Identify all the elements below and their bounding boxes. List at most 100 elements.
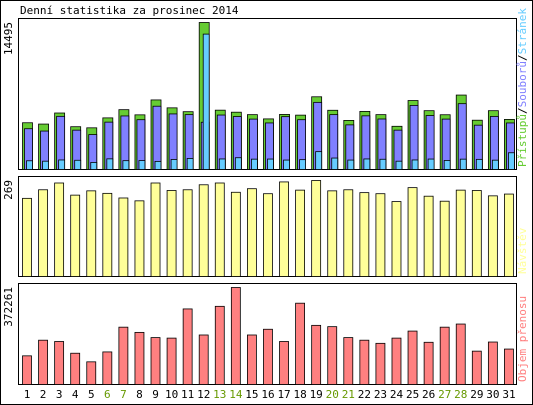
bar-visits-day-22 xyxy=(359,192,370,277)
x-tick-label-day-7: 7 xyxy=(120,388,127,401)
bar-pages-day-23 xyxy=(379,158,387,170)
bar-pages-day-9 xyxy=(154,160,162,170)
bar-pages-day-30 xyxy=(491,159,499,170)
bar-kbytes-day-17 xyxy=(279,341,289,385)
bar-visits-day-3 xyxy=(54,182,65,277)
x-tick-label-day-4: 4 xyxy=(72,388,79,401)
bar-pages-day-24 xyxy=(395,160,403,170)
bar-kbytes-day-2 xyxy=(38,339,48,385)
bar-kbytes-day-30 xyxy=(487,341,498,385)
bar-kbytes-day-4 xyxy=(70,352,81,385)
bar-visits-day-25 xyxy=(407,187,418,277)
x-tick-label-day-27: 27 xyxy=(438,388,451,401)
x-tick-label-day-20: 20 xyxy=(326,388,339,401)
bar-kbytes-day-8 xyxy=(134,331,145,385)
bar-pages-day-31 xyxy=(508,152,515,170)
bar-visits-day-31 xyxy=(504,193,514,277)
x-tick-label-day-2: 2 xyxy=(40,388,47,401)
bar-kbytes-day-27 xyxy=(439,326,450,385)
bar-pages-day-12 xyxy=(202,33,210,170)
bar-kbytes-day-15 xyxy=(247,334,257,385)
bar-kbytes-day-19 xyxy=(311,324,322,385)
x-tick-label-day-31: 31 xyxy=(502,388,515,401)
bar-pages-day-28 xyxy=(459,158,467,170)
bar-pages-day-26 xyxy=(427,158,435,170)
bar-pages-day-21 xyxy=(347,159,355,170)
bar-kbytes-day-14 xyxy=(230,287,241,385)
x-tick-label-day-6: 6 xyxy=(104,388,111,401)
bar-pages-day-19 xyxy=(315,151,323,170)
bar-kbytes-day-21 xyxy=(343,337,354,385)
bar-pages-day-13 xyxy=(218,158,226,170)
x-tick-label-day-9: 9 xyxy=(152,388,159,401)
bar-pages-day-5 xyxy=(90,162,98,170)
bar-kbytes-day-16 xyxy=(263,328,273,385)
bar-pages-day-25 xyxy=(411,159,419,170)
bar-visits-day-13 xyxy=(214,182,225,277)
bar-pages-day-27 xyxy=(443,160,451,170)
bar-visits-day-18 xyxy=(295,189,305,277)
bar-visits-day-11 xyxy=(182,189,193,277)
bar-kbytes-day-22 xyxy=(359,339,370,385)
bar-kbytes-day-12 xyxy=(198,334,209,385)
bar-visits-day-4 xyxy=(70,194,81,277)
x-tick-label-day-3: 3 xyxy=(56,388,63,401)
bar-visits-day-1 xyxy=(22,197,32,277)
x-tick-label-day-5: 5 xyxy=(88,388,95,401)
x-tick-label-day-16: 16 xyxy=(261,388,274,401)
bar-visits-day-27 xyxy=(439,200,450,277)
bar-visits-day-28 xyxy=(455,189,466,277)
x-tick-label-day-26: 26 xyxy=(422,388,435,401)
bar-kbytes-day-31 xyxy=(504,348,514,385)
bar-visits-day-12 xyxy=(198,184,209,277)
bar-kbytes-day-29 xyxy=(471,350,482,385)
bar-pages-day-7 xyxy=(122,160,130,170)
bar-visits-day-26 xyxy=(423,195,434,277)
bar-visits-day-2 xyxy=(38,189,48,277)
bar-pages-day-17 xyxy=(283,159,290,170)
bar-pages-day-22 xyxy=(363,158,371,170)
x-tick-label-day-15: 15 xyxy=(245,388,258,401)
bar-kbytes-day-23 xyxy=(375,342,386,385)
bar-visits-day-5 xyxy=(86,190,97,277)
bar-pages-day-20 xyxy=(331,157,339,170)
x-tick-label-day-17: 17 xyxy=(277,388,290,401)
bar-pages-day-3 xyxy=(58,159,66,170)
x-tick-label-day-28: 28 xyxy=(454,388,467,401)
bar-files-day-9 xyxy=(152,105,162,170)
x-tick-label-day-21: 21 xyxy=(342,388,355,401)
x-tick-label-day-12: 12 xyxy=(197,388,210,401)
bar-kbytes-day-13 xyxy=(214,305,225,385)
ymax-label-middle: 269 xyxy=(2,180,15,200)
bar-kbytes-day-9 xyxy=(150,337,161,385)
bar-pages-day-2 xyxy=(42,160,49,170)
bar-pages-day-16 xyxy=(267,158,274,170)
x-tick-label-day-23: 23 xyxy=(374,388,387,401)
bar-kbytes-day-10 xyxy=(166,337,177,385)
bar-kbytes-day-20 xyxy=(327,326,338,385)
bar-visits-day-19 xyxy=(311,180,322,277)
x-tick-label-day-29: 29 xyxy=(470,388,483,401)
bar-visits-day-23 xyxy=(375,193,386,277)
bar-visits-day-21 xyxy=(343,189,354,277)
bar-visits-day-20 xyxy=(327,190,338,277)
legend-top: Přístupů/Souborů/Stránek xyxy=(516,8,529,167)
chart-title: Denní statistika za prosinec 2014 xyxy=(20,4,239,17)
bar-kbytes-day-28 xyxy=(455,323,466,385)
bar-kbytes-day-6 xyxy=(102,351,113,385)
bar-pages-day-18 xyxy=(299,159,306,170)
bar-visits-day-9 xyxy=(150,182,161,277)
bar-visits-day-17 xyxy=(279,181,289,277)
bar-visits-day-15 xyxy=(247,188,257,277)
bar-pages-day-8 xyxy=(138,160,146,170)
x-tick-label-day-30: 30 xyxy=(486,388,499,401)
x-tick-label-day-14: 14 xyxy=(229,388,243,401)
x-tick-label-day-1: 1 xyxy=(24,388,31,401)
legend-bottom: Objem přenosu xyxy=(516,296,529,382)
bar-pages-day-6 xyxy=(106,158,114,170)
x-tick-label-day-22: 22 xyxy=(358,388,371,401)
bar-kbytes-day-3 xyxy=(54,341,65,385)
bar-kbytes-day-18 xyxy=(295,302,305,385)
bar-visits-day-14 xyxy=(230,191,241,277)
bar-visits-day-8 xyxy=(134,200,145,277)
